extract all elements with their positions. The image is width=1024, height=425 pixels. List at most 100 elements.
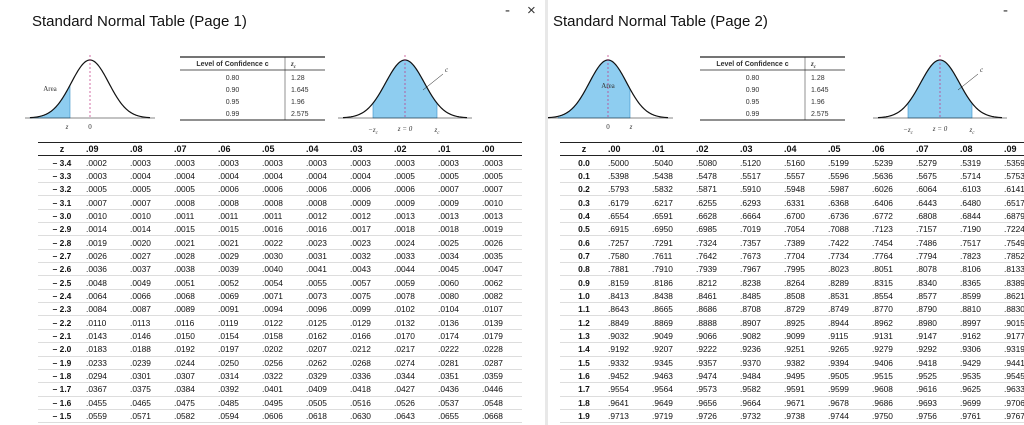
probability: .5120 <box>736 155 780 170</box>
probability: .0089 <box>170 302 214 317</box>
probability: .6808 <box>912 209 956 224</box>
z-value: 1.645 <box>291 87 309 94</box>
table-row: 1.7.9554.9564.9573.9582.9591.9599.9608.9… <box>560 382 1024 397</box>
divider <box>545 0 548 425</box>
probability: .9767 <box>1000 409 1024 424</box>
conf-header-z-sub: c <box>294 65 297 70</box>
probability: .0136 <box>434 315 478 330</box>
z-score: – 2.4 <box>38 289 82 304</box>
column-header: .08 <box>126 141 170 157</box>
probability: .0012 <box>302 209 346 224</box>
probability: .0606 <box>258 409 302 424</box>
probability: .9474 <box>692 369 736 384</box>
conf-table-bg <box>180 57 325 120</box>
probability: .0003 <box>126 155 170 170</box>
probability: .0017 <box>346 222 390 237</box>
probability: .5080 <box>692 155 736 170</box>
z-score: 1.8 <box>560 396 604 410</box>
probability: .0026 <box>82 249 126 264</box>
probability: .0003 <box>82 169 126 184</box>
probability: .7019 <box>736 222 780 237</box>
probability: .0192 <box>170 342 214 357</box>
probability: .9608 <box>868 382 912 397</box>
probability: .0012 <box>346 209 390 224</box>
z-score: – 2.1 <box>38 329 82 344</box>
probability: .7357 <box>736 235 780 250</box>
probability: .7517 <box>956 235 1000 250</box>
probability: .0028 <box>170 249 214 264</box>
probability: .7794 <box>912 249 956 264</box>
probability: .0322 <box>258 369 302 384</box>
column-header: .09 <box>1000 141 1024 157</box>
c-pointer <box>957 73 979 91</box>
probability: .5557 <box>780 169 824 184</box>
probability: .0051 <box>170 275 214 290</box>
table-row: 1.3.9032.9049.9066.9082.9099.9115.9131.9… <box>560 329 1024 344</box>
probability: .0087 <box>126 302 170 317</box>
probability: .0228 <box>478 342 522 357</box>
header-row: z .00.01.02.03.04.05.06.07.08.09 <box>560 141 1024 157</box>
window-control[interactable]: × <box>527 2 536 19</box>
table-row: 0.4.6554.6591.6628.6664.6700.6736.6772.6… <box>560 209 1024 224</box>
probability: .7580 <box>604 249 648 264</box>
column-header: .02 <box>692 141 736 157</box>
probability: .0262 <box>302 356 346 370</box>
confidence-level: 0.90 <box>746 87 760 94</box>
probability: .9207 <box>648 342 692 357</box>
probability: .0268 <box>346 356 390 370</box>
probability: .0094 <box>258 302 302 317</box>
probability: .0212 <box>346 342 390 357</box>
probability: .7910 <box>648 262 692 277</box>
probability: .0401 <box>258 382 302 397</box>
probability: .6879 <box>1000 209 1024 224</box>
probability: .6141 <box>1000 182 1024 197</box>
probability: .9418 <box>912 356 956 370</box>
probability: .9656 <box>692 396 736 410</box>
z-table: z .00.01.02.03.04.05.06.07.08.09 0.0.5000.… <box>560 141 1024 424</box>
probability: .5279 <box>912 155 956 170</box>
probability: .7995 <box>780 262 824 277</box>
window-control[interactable]: - <box>1003 2 1008 19</box>
probability: .5438 <box>648 169 692 184</box>
z-score: 0.0 <box>560 155 604 170</box>
probability: .0630 <box>346 409 390 424</box>
probability: .8749 <box>824 302 868 317</box>
probability: .9564 <box>648 382 692 397</box>
probability: .7422 <box>824 235 868 250</box>
confidence-level: 0.95 <box>226 99 240 106</box>
window-control[interactable]: - <box>505 2 510 19</box>
probability: .9192 <box>604 342 648 357</box>
z-score: 1.5 <box>560 356 604 370</box>
probability: .9664 <box>736 396 780 410</box>
probability: .0122 <box>258 315 302 330</box>
probability: .0013 <box>390 209 434 224</box>
probability: .7673 <box>736 249 780 264</box>
probability: .0307 <box>170 369 214 384</box>
table-row: 0.2.5793.5832.5871.5910.5948.5987.6026.6… <box>560 182 1024 197</box>
column-header: .01 <box>648 141 692 157</box>
z-value: 1.645 <box>811 87 829 94</box>
zc-label-main: z <box>434 126 438 134</box>
probability: .0019 <box>82 235 126 250</box>
z-score: – 3.4 <box>38 155 82 170</box>
column-header: z <box>38 141 82 157</box>
probability: .0020 <box>126 235 170 250</box>
probability: .8790 <box>912 302 956 317</box>
probability: .0125 <box>302 315 346 330</box>
probability: .0582 <box>170 409 214 424</box>
probability: .0495 <box>258 396 302 410</box>
z-score: 1.7 <box>560 382 604 397</box>
column-header: .04 <box>780 141 824 157</box>
probability: .0351 <box>434 369 478 384</box>
probability: .9032 <box>604 329 648 344</box>
probability: .5319 <box>956 155 1000 170</box>
z-score: – 2.0 <box>38 342 82 357</box>
table-row: – 2.8.0019.0020.0021.0021.0022.0023.0023… <box>38 235 522 250</box>
probability: .0052 <box>214 275 258 290</box>
probability: .0004 <box>214 169 258 184</box>
z-value: 2.575 <box>811 111 829 118</box>
probability: .8365 <box>956 275 1000 290</box>
probability: .0029 <box>214 249 258 264</box>
probability: .0162 <box>302 329 346 344</box>
probability: .0004 <box>302 169 346 184</box>
